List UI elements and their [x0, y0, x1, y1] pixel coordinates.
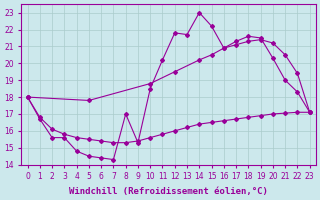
X-axis label: Windchill (Refroidissement éolien,°C): Windchill (Refroidissement éolien,°C) [69, 187, 268, 196]
